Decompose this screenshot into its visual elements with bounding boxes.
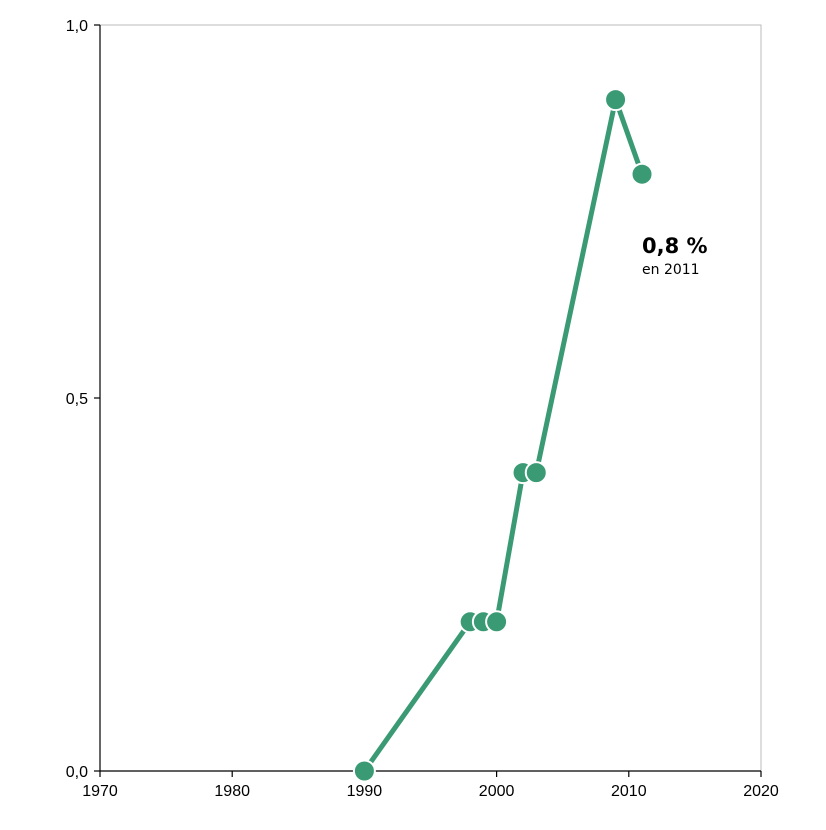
y-axis-ticks: 0,0 0,5 1,0 [66, 18, 100, 781]
x-tick-label: 1990 [347, 783, 383, 800]
x-tick-label: 2010 [611, 783, 647, 800]
plot-frame [99, 24, 762, 772]
annotation: 0,8 % en 2011 [642, 234, 708, 278]
y-tick-label: 0,0 [66, 764, 88, 781]
data-point [352, 759, 376, 783]
y-tick-label: 0,5 [66, 391, 88, 408]
data-point [485, 610, 509, 634]
x-tick-label: 2020 [743, 783, 779, 800]
data-point [630, 162, 654, 186]
x-axis-ticks: 1970 1980 1990 2000 2010 2020 [82, 771, 779, 800]
series-group [352, 88, 654, 783]
annotation-value-label: 0,8 % [642, 234, 708, 258]
x-tick-label: 1980 [214, 783, 250, 800]
annotation-sub-label: en 2011 [642, 262, 700, 278]
data-point [604, 88, 628, 112]
x-tick-label: 2000 [479, 783, 515, 800]
x-tick-label: 1970 [82, 783, 118, 800]
series-line [361, 97, 645, 774]
y-tick-label: 1,0 [66, 18, 88, 35]
data-point [524, 461, 548, 485]
